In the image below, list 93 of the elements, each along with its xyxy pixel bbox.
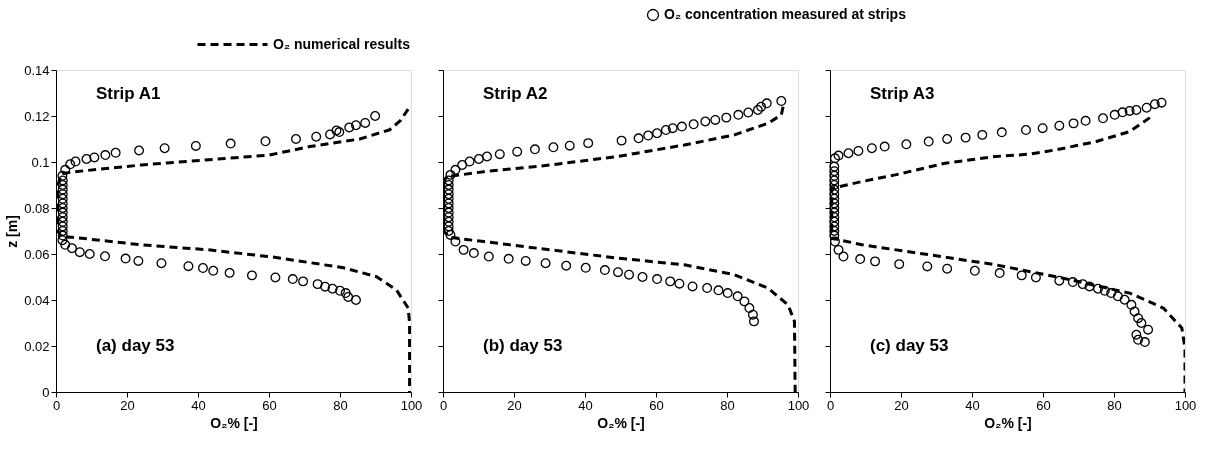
annotation: (c) day 53 (870, 336, 949, 355)
point (312, 279, 323, 290)
point (311, 131, 322, 142)
point (57, 180, 68, 190)
point (183, 261, 194, 272)
x-tick-label: 60 (262, 397, 277, 413)
point (57, 235, 68, 246)
point (133, 255, 144, 266)
point (327, 283, 338, 294)
y-tick-label: 0.02 (24, 338, 50, 354)
y-tick-label: 0.1 (31, 154, 50, 170)
point (57, 170, 68, 181)
point (60, 239, 71, 250)
point (320, 281, 331, 292)
point (57, 230, 68, 241)
point (197, 263, 208, 273)
point (57, 216, 68, 227)
point (260, 136, 271, 147)
annotation: Strip A2 (483, 84, 548, 103)
y-tick-label: 0.08 (24, 200, 50, 216)
point (134, 145, 145, 156)
point (57, 193, 68, 204)
x-tick-label: 100 (787, 397, 810, 413)
point (81, 154, 92, 164)
point (360, 117, 371, 128)
x-axis-title: O₂% [-] (984, 414, 1032, 431)
y-axis-title: z [m] (4, 215, 21, 248)
point (351, 295, 361, 305)
point (246, 270, 257, 281)
x-tick-label: 100 (1174, 397, 1197, 413)
x-tick-label: 20 (507, 397, 522, 413)
x-tick-label: 100 (400, 397, 423, 413)
annotation: (b) day 53 (483, 336, 563, 355)
point (298, 276, 309, 287)
annotation: Strip A3 (870, 84, 935, 103)
point (57, 221, 68, 232)
legend-label: O₂ numerical results (273, 35, 411, 52)
point (270, 272, 281, 283)
point (57, 226, 68, 236)
point (343, 292, 354, 302)
point (57, 184, 68, 195)
point (70, 156, 81, 167)
point (100, 150, 111, 161)
point (57, 207, 68, 218)
annotation: Strip A1 (96, 84, 161, 103)
x-tick-label: 40 (191, 397, 206, 413)
y-tick-label: 0.04 (24, 292, 50, 308)
point (57, 212, 68, 223)
y-tick-label: 0.12 (24, 108, 50, 124)
x-tick-label: 0 (826, 397, 835, 413)
point (291, 134, 301, 144)
point (335, 285, 345, 296)
point (224, 267, 235, 278)
x-tick-label: 20 (894, 397, 909, 413)
x-axis-title: O₂% [-] (210, 414, 258, 431)
point (74, 247, 85, 258)
point (340, 288, 351, 299)
point (156, 258, 167, 269)
x-axis-title: O₂% [-] (597, 414, 645, 431)
x-tick-label: 60 (1036, 397, 1051, 413)
y-tick-label: 0.06 (24, 246, 50, 262)
x-tick-label: 40 (965, 397, 980, 413)
annotation: (a) day 53 (96, 336, 175, 355)
point (100, 251, 110, 262)
x-tick-label: 0 (52, 397, 61, 413)
point (57, 175, 68, 186)
point (65, 159, 76, 170)
point (57, 198, 68, 209)
point (370, 111, 381, 121)
y-tick-label: 0.14 (24, 62, 50, 78)
x-tick-label: 80 (1107, 397, 1122, 413)
x-tick-label: 40 (578, 397, 593, 413)
point (120, 253, 131, 264)
point (159, 143, 170, 154)
point (208, 265, 219, 276)
point (351, 120, 361, 131)
legend-label: O₂ concentration measured at strips (664, 6, 907, 22)
point (110, 147, 121, 158)
point (67, 243, 77, 254)
point (225, 138, 236, 149)
point (89, 152, 100, 163)
x-tick-label: 0 (439, 397, 448, 413)
point (325, 129, 336, 140)
point (287, 274, 298, 285)
point (344, 122, 355, 133)
x-tick-label: 80 (333, 397, 348, 413)
point (84, 249, 95, 259)
y-tick-label: 0 (42, 384, 50, 400)
point (60, 164, 71, 175)
x-tick-label: 80 (720, 397, 735, 413)
point (190, 140, 201, 151)
x-tick-label: 20 (120, 397, 135, 413)
x-tick-label: 60 (649, 397, 664, 413)
